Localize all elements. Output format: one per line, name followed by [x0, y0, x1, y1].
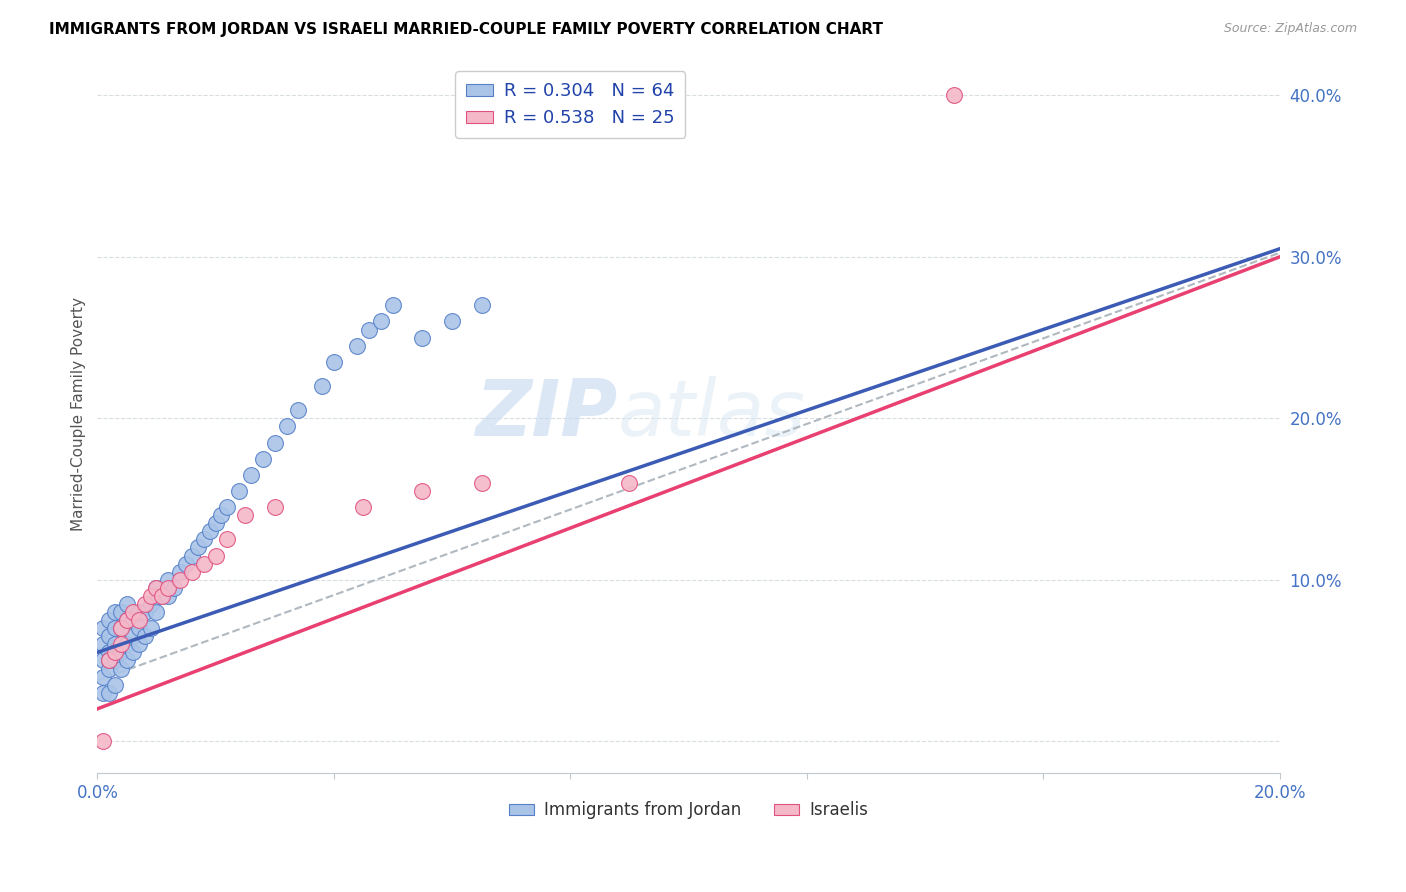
Text: Source: ZipAtlas.com: Source: ZipAtlas.com [1223, 22, 1357, 36]
Point [91, 621, 114, 635]
Point [110, 621, 132, 635]
Point [440, 314, 463, 328]
Point [157, 573, 180, 587]
Point [98, 613, 121, 627]
Point [91, 670, 114, 684]
Point [91, 734, 114, 748]
Point [211, 508, 233, 523]
Point [98, 661, 121, 675]
Point [139, 589, 162, 603]
Point [150, 589, 173, 603]
Point [145, 581, 167, 595]
Point [157, 589, 180, 603]
Point [128, 621, 150, 635]
Text: IMMIGRANTS FROM JORDAN VS ISRAELI MARRIED-COUPLE FAMILY POVERTY CORRELATION CHAR: IMMIGRANTS FROM JORDAN VS ISRAELI MARRIE… [49, 22, 883, 37]
Point [157, 581, 180, 595]
Point [619, 475, 641, 490]
Point [287, 403, 309, 417]
Point [91, 637, 114, 651]
Point [104, 605, 127, 619]
Point [381, 298, 404, 312]
Point [233, 508, 256, 523]
Point [110, 637, 132, 651]
Point [217, 500, 239, 514]
Point [228, 483, 250, 498]
Point [115, 597, 138, 611]
Point [359, 322, 381, 336]
Point [104, 645, 127, 659]
Point [110, 621, 132, 635]
Point [370, 314, 392, 328]
Point [263, 500, 285, 514]
Point [411, 330, 433, 344]
Point [134, 605, 156, 619]
Point [352, 500, 374, 514]
Point [110, 645, 132, 659]
Point [217, 533, 239, 547]
Point [98, 645, 121, 659]
Point [276, 419, 298, 434]
Point [163, 581, 186, 595]
Point [115, 613, 138, 627]
Point [98, 686, 121, 700]
Point [145, 581, 167, 595]
Point [98, 653, 121, 667]
Point [181, 549, 204, 563]
Point [169, 565, 191, 579]
Point [98, 653, 121, 667]
Y-axis label: Married-Couple Family Poverty: Married-Couple Family Poverty [72, 297, 86, 532]
Point [471, 475, 494, 490]
Point [346, 339, 368, 353]
Point [104, 678, 127, 692]
Point [311, 379, 333, 393]
Point [411, 483, 433, 498]
Point [240, 467, 263, 482]
Point [91, 686, 114, 700]
Point [121, 613, 143, 627]
Point [198, 524, 221, 539]
Point [91, 653, 114, 667]
Point [121, 629, 143, 643]
Point [322, 355, 344, 369]
Point [471, 298, 494, 312]
Point [121, 605, 143, 619]
Point [174, 557, 197, 571]
Point [263, 435, 285, 450]
Point [128, 613, 150, 627]
Point [104, 637, 127, 651]
Legend: Immigrants from Jordan, Israelis: Immigrants from Jordan, Israelis [502, 795, 875, 826]
Point [943, 88, 966, 103]
Point [121, 645, 143, 659]
Point [204, 516, 226, 531]
Point [110, 605, 132, 619]
Point [128, 637, 150, 651]
Point [128, 605, 150, 619]
Point [252, 451, 274, 466]
Point [115, 613, 138, 627]
Point [98, 629, 121, 643]
Point [139, 597, 162, 611]
Point [181, 565, 204, 579]
Text: atlas: atlas [617, 376, 806, 452]
Point [104, 653, 127, 667]
Point [150, 589, 173, 603]
Text: ZIP: ZIP [475, 376, 617, 452]
Point [115, 637, 138, 651]
Point [134, 597, 156, 611]
Point [187, 541, 209, 555]
Point [139, 621, 162, 635]
Point [145, 605, 167, 619]
Point [193, 557, 215, 571]
Point [204, 549, 226, 563]
Point [115, 653, 138, 667]
Point [169, 573, 191, 587]
Point [104, 621, 127, 635]
Point [193, 533, 215, 547]
Point [134, 629, 156, 643]
Point [110, 661, 132, 675]
